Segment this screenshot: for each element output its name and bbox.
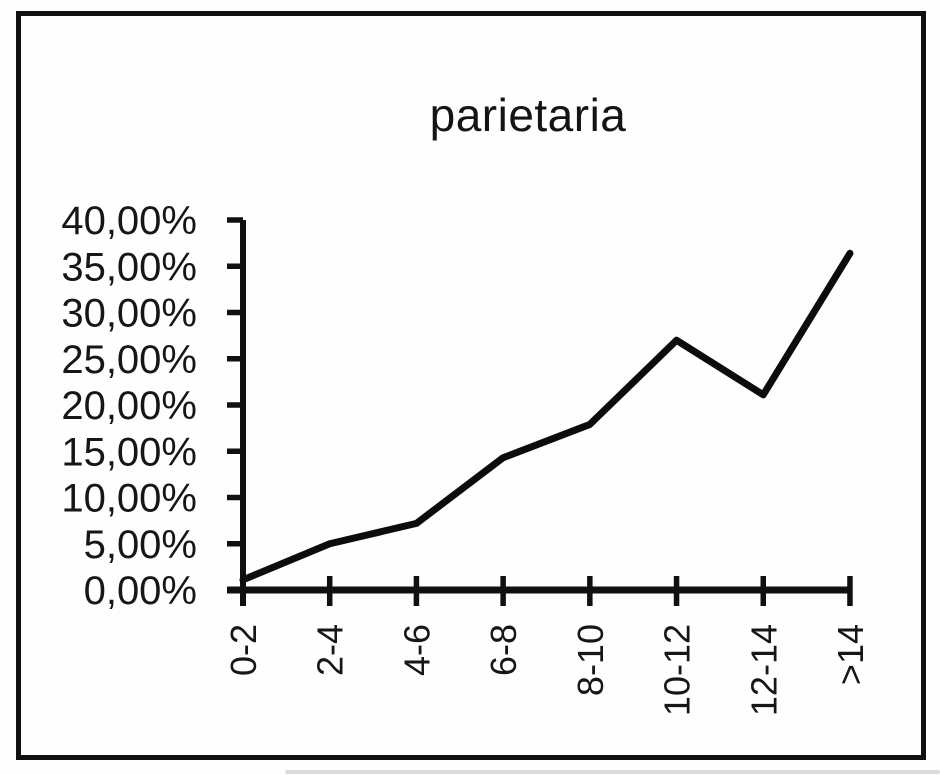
x-tick-label: >14 [830,624,871,685]
y-tick-label: 0,00% [84,569,197,613]
y-tick-label: 15,00% [61,430,197,474]
x-tick-label: 10-12 [657,624,698,716]
chart-frame-border [16,11,926,760]
chart-title: parietaria [429,89,627,141]
x-tick-label: 8-10 [570,624,611,696]
data-line-series [239,249,854,584]
x-tick-label: 12-14 [743,624,784,716]
x-tick-label: 6-8 [483,624,524,676]
y-tick-label: 35,00% [61,245,197,289]
y-tick-label: 20,00% [61,384,197,428]
y-tick-label: 30,00% [61,292,197,336]
x-tick-label: 4-6 [396,624,437,676]
x-tick-label: 0-2 [223,624,264,676]
x-tick-label: 2-4 [310,624,351,676]
y-tick-label: 10,00% [61,477,197,521]
y-tick-label: 25,00% [61,338,197,382]
y-tick-label: 40,00% [61,199,197,243]
scan-artifact-line [285,770,940,774]
y-tick-label: 5,00% [84,523,197,567]
